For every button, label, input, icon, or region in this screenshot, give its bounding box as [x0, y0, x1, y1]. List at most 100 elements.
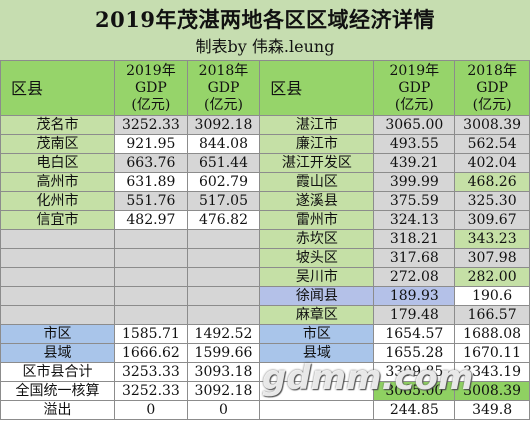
gdp-table: 区县 2019年 GDP (亿元) 2018年 GDP (亿元) 区县 2019年 GD…: [0, 60, 530, 420]
gdp-cell: 439.21: [373, 153, 456, 173]
region-cell: [0, 267, 116, 287]
gdp-cell: 272.08: [373, 267, 456, 287]
gdp-cell: 3008.39: [454, 381, 530, 401]
region-cell: 高州市: [0, 172, 116, 192]
header-row: 区县 2019年 GDP (亿元) 2018年 GDP (亿元) 区县 2019年 GD…: [0, 60, 530, 116]
region-cell: 溢出: [0, 400, 116, 420]
table-row: 化州市 551.76 517.05 遂溪县 375.59 325.30: [0, 191, 530, 211]
gdp-cell: 375.59: [373, 191, 456, 211]
gdp-cell: 189.93: [373, 286, 456, 306]
gdp-cell: 3065.00: [373, 115, 456, 135]
table-row: 麻章区 179.48 166.57: [0, 305, 530, 325]
region-cell: 遂溪县: [259, 191, 375, 211]
gdp-cell: [186, 248, 261, 268]
region-cell: 电白区: [0, 153, 116, 173]
gdp-cell: 562.54: [454, 134, 530, 154]
region-cell: 吴川市: [259, 267, 375, 287]
gdp-cell: [114, 248, 188, 268]
gdp-cell: 3252.33: [114, 381, 188, 401]
region-cell: 茂名市: [0, 115, 116, 135]
gdp-cell: [186, 267, 261, 287]
column-header: 区县: [0, 60, 116, 116]
region-cell: 霞山区: [259, 172, 375, 192]
gdp-cell: 402.04: [454, 153, 530, 173]
region-cell: 湛江市: [259, 115, 375, 135]
table-row: 区市县合计 3253.33 3093.18 3309.85 3343.19: [0, 362, 530, 382]
gdp-cell: 1599.66: [186, 343, 261, 363]
page-subtitle: 制表by 伟森.leung: [195, 37, 335, 56]
table-row: 茂南区 921.95 844.08 廉江市 493.55 562.54: [0, 134, 530, 154]
gdp-cell: [114, 286, 188, 306]
table-row: 坡头区 317.68 307.98: [0, 248, 530, 268]
gdp-cell: 1688.08: [454, 324, 530, 344]
table-row: 茂名市 3252.33 3092.18 湛江市 3065.00 3008.39: [0, 115, 530, 135]
column-header: 2018年 GDP (亿元): [454, 60, 530, 116]
region-cell: 麻章区: [259, 305, 375, 325]
gdp-cell: 3253.33: [114, 362, 188, 382]
title-banner: 2019年茂湛两地各区区域经济详情 制表by 伟森.leung: [0, 0, 530, 61]
gdp-cell: 399.99: [373, 172, 456, 192]
region-cell: 市区: [259, 324, 375, 344]
region-cell: [0, 286, 116, 306]
gdp-cell: 493.55: [373, 134, 456, 154]
table-row: 县域 1666.62 1599.66 县域 1655.28 1670.11: [0, 343, 530, 363]
gdp-cell: 482.97: [114, 210, 188, 230]
region-cell: 雷州市: [259, 210, 375, 230]
gdp-cell: 325.30: [454, 191, 530, 211]
gdp-cell: 3309.85: [373, 362, 456, 382]
gdp-cell: [186, 286, 261, 306]
gdp-cell: 3065.00: [373, 381, 456, 401]
gdp-cell: 3093.18: [186, 362, 261, 382]
gdp-cell: 1585.71: [114, 324, 188, 344]
gdp-cell: 343.23: [454, 229, 530, 249]
gdp-cell: 349.8: [454, 400, 530, 420]
region-cell: 徐闻县: [259, 286, 375, 306]
gdp-cell: 921.95: [114, 134, 188, 154]
gdp-cell: 468.26: [454, 172, 530, 192]
gdp-cell: 317.68: [373, 248, 456, 268]
gdp-cell: 244.85: [373, 400, 456, 420]
gdp-cell: [114, 305, 188, 325]
gdp-cell: 3252.33: [114, 115, 188, 135]
gdp-cell: 1670.11: [454, 343, 530, 363]
gdp-cell: 179.48: [373, 305, 456, 325]
region-cell: 坡头区: [259, 248, 375, 268]
gdp-cell: 0: [186, 400, 261, 420]
page-title: 2019年茂湛两地各区区域经济详情: [95, 7, 435, 32]
region-cell: 区市县合计: [0, 362, 116, 382]
table-row: 信宜市 482.97 476.82 雷州市 324.13 309.67: [0, 210, 530, 230]
gdp-cell: 307.98: [454, 248, 530, 268]
gdp-cell: 844.08: [186, 134, 261, 154]
gdp-cell: 1655.28: [373, 343, 456, 363]
gdp-cell: 0: [114, 400, 188, 420]
column-header: 2018年 GDP (亿元): [186, 60, 261, 116]
table-row: 溢出 0 0 244.85 349.8: [0, 400, 530, 420]
region-cell: 市区: [0, 324, 116, 344]
gdp-cell: [186, 305, 261, 325]
region-cell: [259, 400, 375, 420]
gdp-cell: 318.21: [373, 229, 456, 249]
region-cell: 廉江市: [259, 134, 375, 154]
gdp-cell: 663.76: [114, 153, 188, 173]
gdp-cell: 3092.18: [186, 381, 261, 401]
gdp-cell: 3343.19: [454, 362, 530, 382]
table-row: 高州市 631.89 602.79 霞山区 399.99 468.26: [0, 172, 530, 192]
region-cell: 湛江开发区: [259, 153, 375, 173]
gdp-cell: 476.82: [186, 210, 261, 230]
region-cell: 茂南区: [0, 134, 116, 154]
region-cell: 县域: [259, 343, 375, 363]
region-cell: 全国统一核算: [0, 381, 116, 401]
table-row: 电白区 663.76 651.44 湛江开发区 439.21 402.04: [0, 153, 530, 173]
region-cell: [259, 362, 375, 382]
gdp-cell: [114, 229, 188, 249]
gdp-cell: 282.00: [454, 267, 530, 287]
region-cell: 县域: [0, 343, 116, 363]
region-cell: 化州市: [0, 191, 116, 211]
gdp-cell: 631.89: [114, 172, 188, 192]
table-row: 徐闻县 189.93 190.6: [0, 286, 530, 306]
column-header: 区县: [259, 60, 375, 116]
table-row: 全国统一核算 3252.33 3092.18 3065.00 3008.39: [0, 381, 530, 401]
region-cell: [0, 305, 116, 325]
gdp-cell: 551.76: [114, 191, 188, 211]
gdp-cell: 3092.18: [186, 115, 261, 135]
